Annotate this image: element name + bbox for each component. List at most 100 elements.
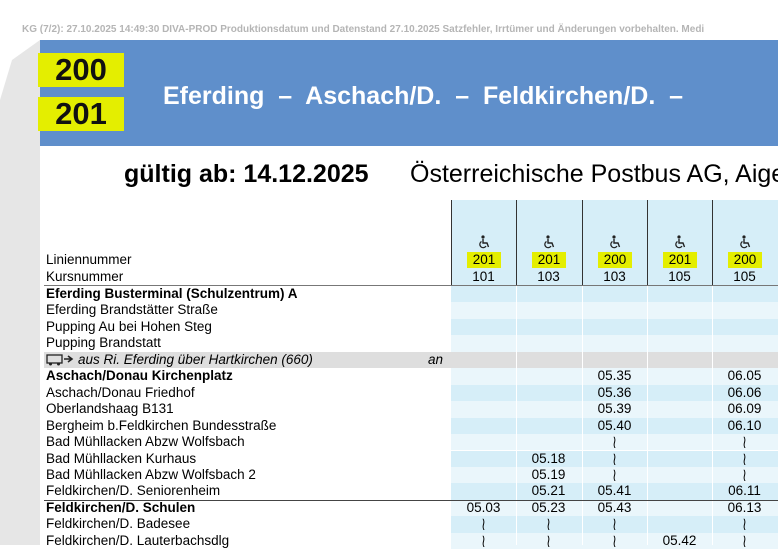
row-bg bbox=[451, 335, 778, 352]
time: ≀ bbox=[742, 513, 747, 535]
time: ≀ bbox=[546, 530, 551, 552]
time: 05.19 bbox=[531, 466, 566, 482]
course-cell: 103 bbox=[537, 269, 560, 284]
column-rule bbox=[451, 200, 452, 286]
column-rule bbox=[582, 200, 583, 286]
line-label: Liniennummer bbox=[46, 252, 132, 267]
course-cell: 101 bbox=[472, 269, 495, 284]
line-cell: 201 bbox=[467, 252, 501, 268]
line-number: 200 bbox=[38, 53, 124, 87]
row-bg bbox=[451, 318, 778, 336]
time: 05.40 bbox=[597, 417, 632, 433]
line-cell: 200 bbox=[728, 252, 762, 268]
time: ≀ bbox=[481, 513, 486, 535]
row-bg bbox=[451, 499, 778, 517]
time-cell: 05.18 bbox=[516, 451, 581, 467]
stop-name: Aschach/Donau Friedhof bbox=[46, 384, 195, 400]
time: ≀ bbox=[742, 431, 747, 453]
time-cell: ≀ bbox=[516, 530, 581, 551]
stop-name: Oberlandshaag B131 bbox=[46, 401, 174, 417]
time: ≀ bbox=[742, 448, 747, 469]
stop-name: Bad Mühllacken Abzw Wolfsbach 2 bbox=[46, 466, 256, 482]
stop-name: Pupping Brandstatt bbox=[46, 335, 161, 351]
time-cell: ≀ bbox=[582, 448, 647, 469]
stop-name: Eferding Busterminal (Schulzentrum) A bbox=[46, 286, 298, 301]
time: 05.43 bbox=[597, 499, 632, 515]
time-cell: ≀ bbox=[451, 530, 516, 551]
time-cell: 06.10 bbox=[712, 418, 777, 434]
stop-name: Feldkirchen/D. Seniorenheim bbox=[46, 483, 221, 499]
time-cell: ≀ bbox=[712, 530, 777, 551]
stop-name: Bad Mühllacken Kurhaus bbox=[46, 450, 197, 466]
time-cell: ≀ bbox=[582, 464, 647, 485]
time-cell: 05.23 bbox=[516, 500, 581, 516]
header-rule bbox=[44, 285, 778, 286]
stop-name: Aschach/Donau Kirchenplatz bbox=[46, 368, 233, 384]
time: ≀ bbox=[481, 530, 486, 552]
time: 06.05 bbox=[727, 368, 762, 384]
time: 05.18 bbox=[531, 450, 566, 466]
time: ≀ bbox=[612, 431, 617, 453]
time: ≀ bbox=[612, 513, 617, 535]
wheelchair-icon bbox=[675, 235, 686, 249]
stop-name: Eferding Brandstätter Straße bbox=[46, 302, 218, 318]
column-rule bbox=[516, 286, 517, 545]
time-cell: 05.42 bbox=[647, 533, 712, 549]
stop-name: Bad Mühllacken Abzw Wolfsbach bbox=[46, 434, 245, 450]
header-note: KG (7/2): 27.10.2025 14:49:30 DIVA-PROD … bbox=[22, 24, 705, 35]
time: ≀ bbox=[612, 464, 617, 486]
stop-name: Pupping Au bei Hohen Steg bbox=[46, 318, 212, 334]
column-rule bbox=[712, 200, 713, 286]
time: ≀ bbox=[742, 530, 747, 552]
time-cell: 06.11 bbox=[712, 483, 777, 499]
time-cell: ≀ bbox=[712, 432, 777, 453]
connection-note: an bbox=[428, 351, 444, 367]
time-cell: ≀ bbox=[712, 464, 777, 485]
route-title: Eferding – Aschach/D. – Feldkirchen/D. – bbox=[163, 82, 684, 110]
time-cell: 05.35 bbox=[582, 368, 647, 384]
course-cell: 103 bbox=[603, 269, 626, 284]
time-cell: 05.41 bbox=[582, 483, 647, 499]
time-cell: ≀ bbox=[582, 514, 647, 535]
time-cell: 05.03 bbox=[451, 500, 516, 516]
time: ≀ bbox=[742, 464, 747, 486]
row-bg bbox=[451, 384, 778, 402]
decor bbox=[0, 40, 40, 545]
line-cell: 200 bbox=[598, 252, 632, 268]
line-cell: 201 bbox=[532, 252, 566, 268]
line-cell: 201 bbox=[663, 252, 697, 268]
time: 06.13 bbox=[727, 499, 762, 515]
course-cell: 105 bbox=[733, 269, 756, 284]
course-cell: 105 bbox=[668, 269, 691, 284]
time-cell: 05.40 bbox=[582, 418, 647, 434]
time: 05.42 bbox=[662, 532, 697, 548]
row-bg bbox=[451, 516, 778, 533]
stop-name: Feldkirchen/D. Schulen bbox=[46, 499, 196, 515]
time: 06.10 bbox=[727, 417, 762, 433]
time-cell: 05.43 bbox=[582, 500, 647, 516]
time: ≀ bbox=[612, 530, 617, 552]
stop-name: Bergheim b.Feldkirchen Bundesstraße bbox=[46, 417, 277, 433]
row-rule bbox=[44, 499, 778, 501]
bus-icon bbox=[46, 354, 74, 366]
time: 06.06 bbox=[727, 384, 762, 400]
row-bg bbox=[451, 401, 778, 418]
column-rule bbox=[712, 286, 713, 545]
time-cell: 06.06 bbox=[712, 385, 777, 401]
column-rule bbox=[647, 286, 648, 545]
time-cell: 05.39 bbox=[582, 401, 647, 417]
row-bg bbox=[451, 368, 778, 385]
time: 05.36 bbox=[597, 384, 632, 400]
valid-from: gültig ab: 14.12.2025 bbox=[124, 160, 369, 188]
time: ≀ bbox=[546, 513, 551, 535]
line-number: 201 bbox=[38, 97, 124, 131]
wheelchair-icon bbox=[479, 235, 490, 249]
header-band bbox=[40, 40, 778, 146]
stop-name: Feldkirchen/D. Lauterbachsdlg bbox=[46, 532, 230, 548]
row-bg bbox=[451, 302, 778, 319]
time: 05.35 bbox=[597, 368, 632, 384]
time-cell: 06.13 bbox=[712, 500, 777, 516]
connection-bg bbox=[44, 351, 778, 369]
row-bg bbox=[451, 466, 778, 484]
